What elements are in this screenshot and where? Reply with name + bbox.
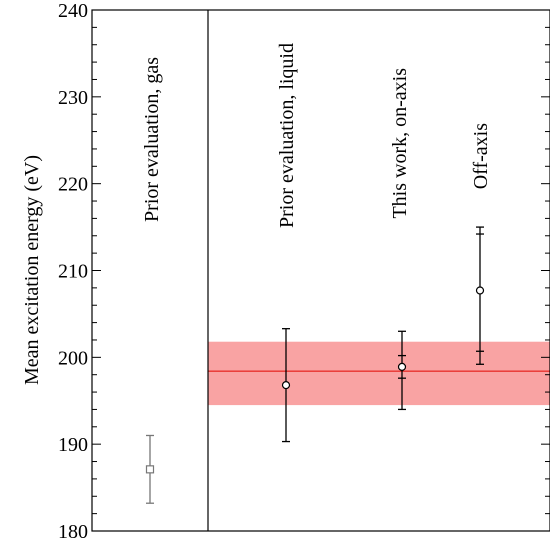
annotation-liquid: Prior evaluation, liquid (276, 43, 298, 228)
annotations: Prior evaluation, gas Prior evaluation, … (141, 43, 492, 228)
y-tick-label: 180 (58, 521, 88, 543)
y-axis-label: Mean excitation energy (eV) (21, 155, 43, 385)
data-marker-circle (281, 381, 291, 390)
uncertainty-band (208, 341, 550, 406)
y-tick-label: 220 (58, 174, 88, 196)
y-tick-label: 240 (58, 0, 88, 22)
data-point-group (397, 330, 407, 411)
annotation-this-work: This work, on-axis (389, 68, 411, 219)
y-tick-label: 210 (58, 261, 88, 283)
data-marker-circle (475, 286, 485, 295)
y-tick-label: 190 (58, 434, 88, 456)
annotation-off-axis: Off-axis (470, 123, 492, 189)
data-marker-circle (397, 362, 407, 371)
data-point-group (281, 328, 291, 443)
y-axis-ticks: 180 190 200 210 220 230 240 (58, 0, 101, 543)
uncertainty-band-layer (208, 341, 550, 406)
y-tick-label: 200 (58, 347, 88, 369)
data-points (145, 226, 485, 504)
annotation-gas: Prior evaluation, gas (141, 57, 163, 222)
right-axis-ticks (541, 9, 550, 532)
data-point-group (145, 434, 155, 504)
data-point-group (475, 226, 485, 365)
data-marker-square (145, 465, 155, 474)
y-tick-label: 230 (58, 87, 88, 109)
